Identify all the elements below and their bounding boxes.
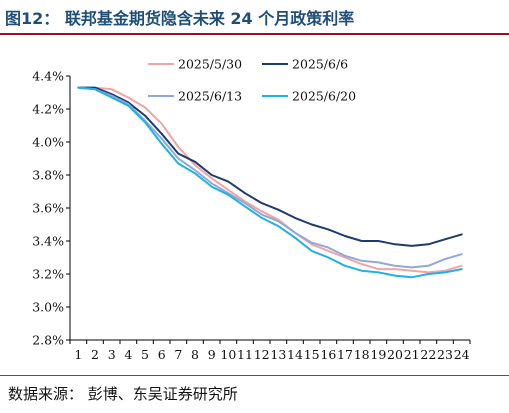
line-chart: 2.8%3.0%3.2%3.4%3.6%3.8%4.0%4.2%4.4%1 2 3 4… bbox=[32, 57, 471, 362]
series-line bbox=[77, 86, 463, 279]
x-tick-label: 12 bbox=[254, 347, 270, 362]
chart-axes: 2.8%3.0%3.2%3.4%3.6%3.8%4.0%4.2%4.4%1 2 3 4… bbox=[32, 69, 471, 362]
x-tick-label: 15 bbox=[304, 347, 320, 362]
source-divider bbox=[0, 375, 509, 376]
x-tick-label: 3 bbox=[108, 347, 116, 362]
y-tick-label: 4.0% bbox=[32, 135, 64, 150]
x-tick-label: 19 bbox=[370, 347, 386, 362]
series-line bbox=[77, 86, 463, 247]
x-tick-label: 21 bbox=[404, 347, 420, 362]
x-tick-label: 13 bbox=[270, 347, 286, 362]
figure-title: 图12： 联邦基金期货隐含未来 24 个月政策利率 bbox=[5, 9, 355, 28]
chart-series-lines bbox=[77, 86, 463, 279]
x-tick-label: 20 bbox=[387, 347, 403, 362]
series-line bbox=[77, 86, 463, 269]
x-tick-label: 5 bbox=[141, 347, 149, 362]
y-tick-label: 3.6% bbox=[32, 201, 64, 216]
x-tick-label: 14 bbox=[287, 347, 303, 362]
x-tick-label: 7 bbox=[174, 347, 182, 362]
x-tick-label: 11 bbox=[237, 347, 253, 362]
x-tick-label: 24 bbox=[454, 347, 470, 362]
y-tick-label: 3.2% bbox=[32, 267, 64, 282]
legend-label: 2025/6/13 bbox=[178, 89, 242, 104]
x-tick-label: 16 bbox=[320, 347, 336, 362]
y-tick-label: 3.8% bbox=[32, 168, 64, 183]
legend-label: 2025/5/30 bbox=[178, 57, 242, 72]
source-note: 数据来源： 彭博、东吴证券研究所 bbox=[8, 385, 238, 403]
title-divider bbox=[0, 33, 509, 35]
x-tick-label: 10 bbox=[220, 347, 236, 362]
y-tick-label: 3.0% bbox=[32, 300, 64, 315]
y-tick-label: 3.4% bbox=[32, 234, 64, 249]
chart-legend: 2025/5/30 2025/6/6 2025/6/13 2025/6/20 bbox=[148, 57, 356, 104]
x-tick-label: 23 bbox=[437, 347, 453, 362]
x-tick-label: 6 bbox=[158, 347, 166, 362]
legend-label: 2025/6/6 bbox=[292, 57, 348, 72]
y-tick-label: 4.2% bbox=[32, 102, 64, 117]
x-tick-label: 22 bbox=[420, 347, 436, 362]
legend-label: 2025/6/20 bbox=[292, 89, 356, 104]
x-tick-label: 4 bbox=[124, 347, 132, 362]
x-tick-label: 9 bbox=[208, 347, 216, 362]
x-tick-label: 8 bbox=[191, 347, 199, 362]
x-tick-label: 1 bbox=[74, 347, 82, 362]
x-tick-label: 18 bbox=[354, 347, 370, 362]
y-tick-label: 2.8% bbox=[32, 333, 64, 348]
x-tick-label: 17 bbox=[337, 347, 353, 362]
y-tick-label: 4.4% bbox=[32, 69, 64, 84]
series-line bbox=[77, 86, 463, 274]
x-tick-label: 2 bbox=[91, 347, 99, 362]
